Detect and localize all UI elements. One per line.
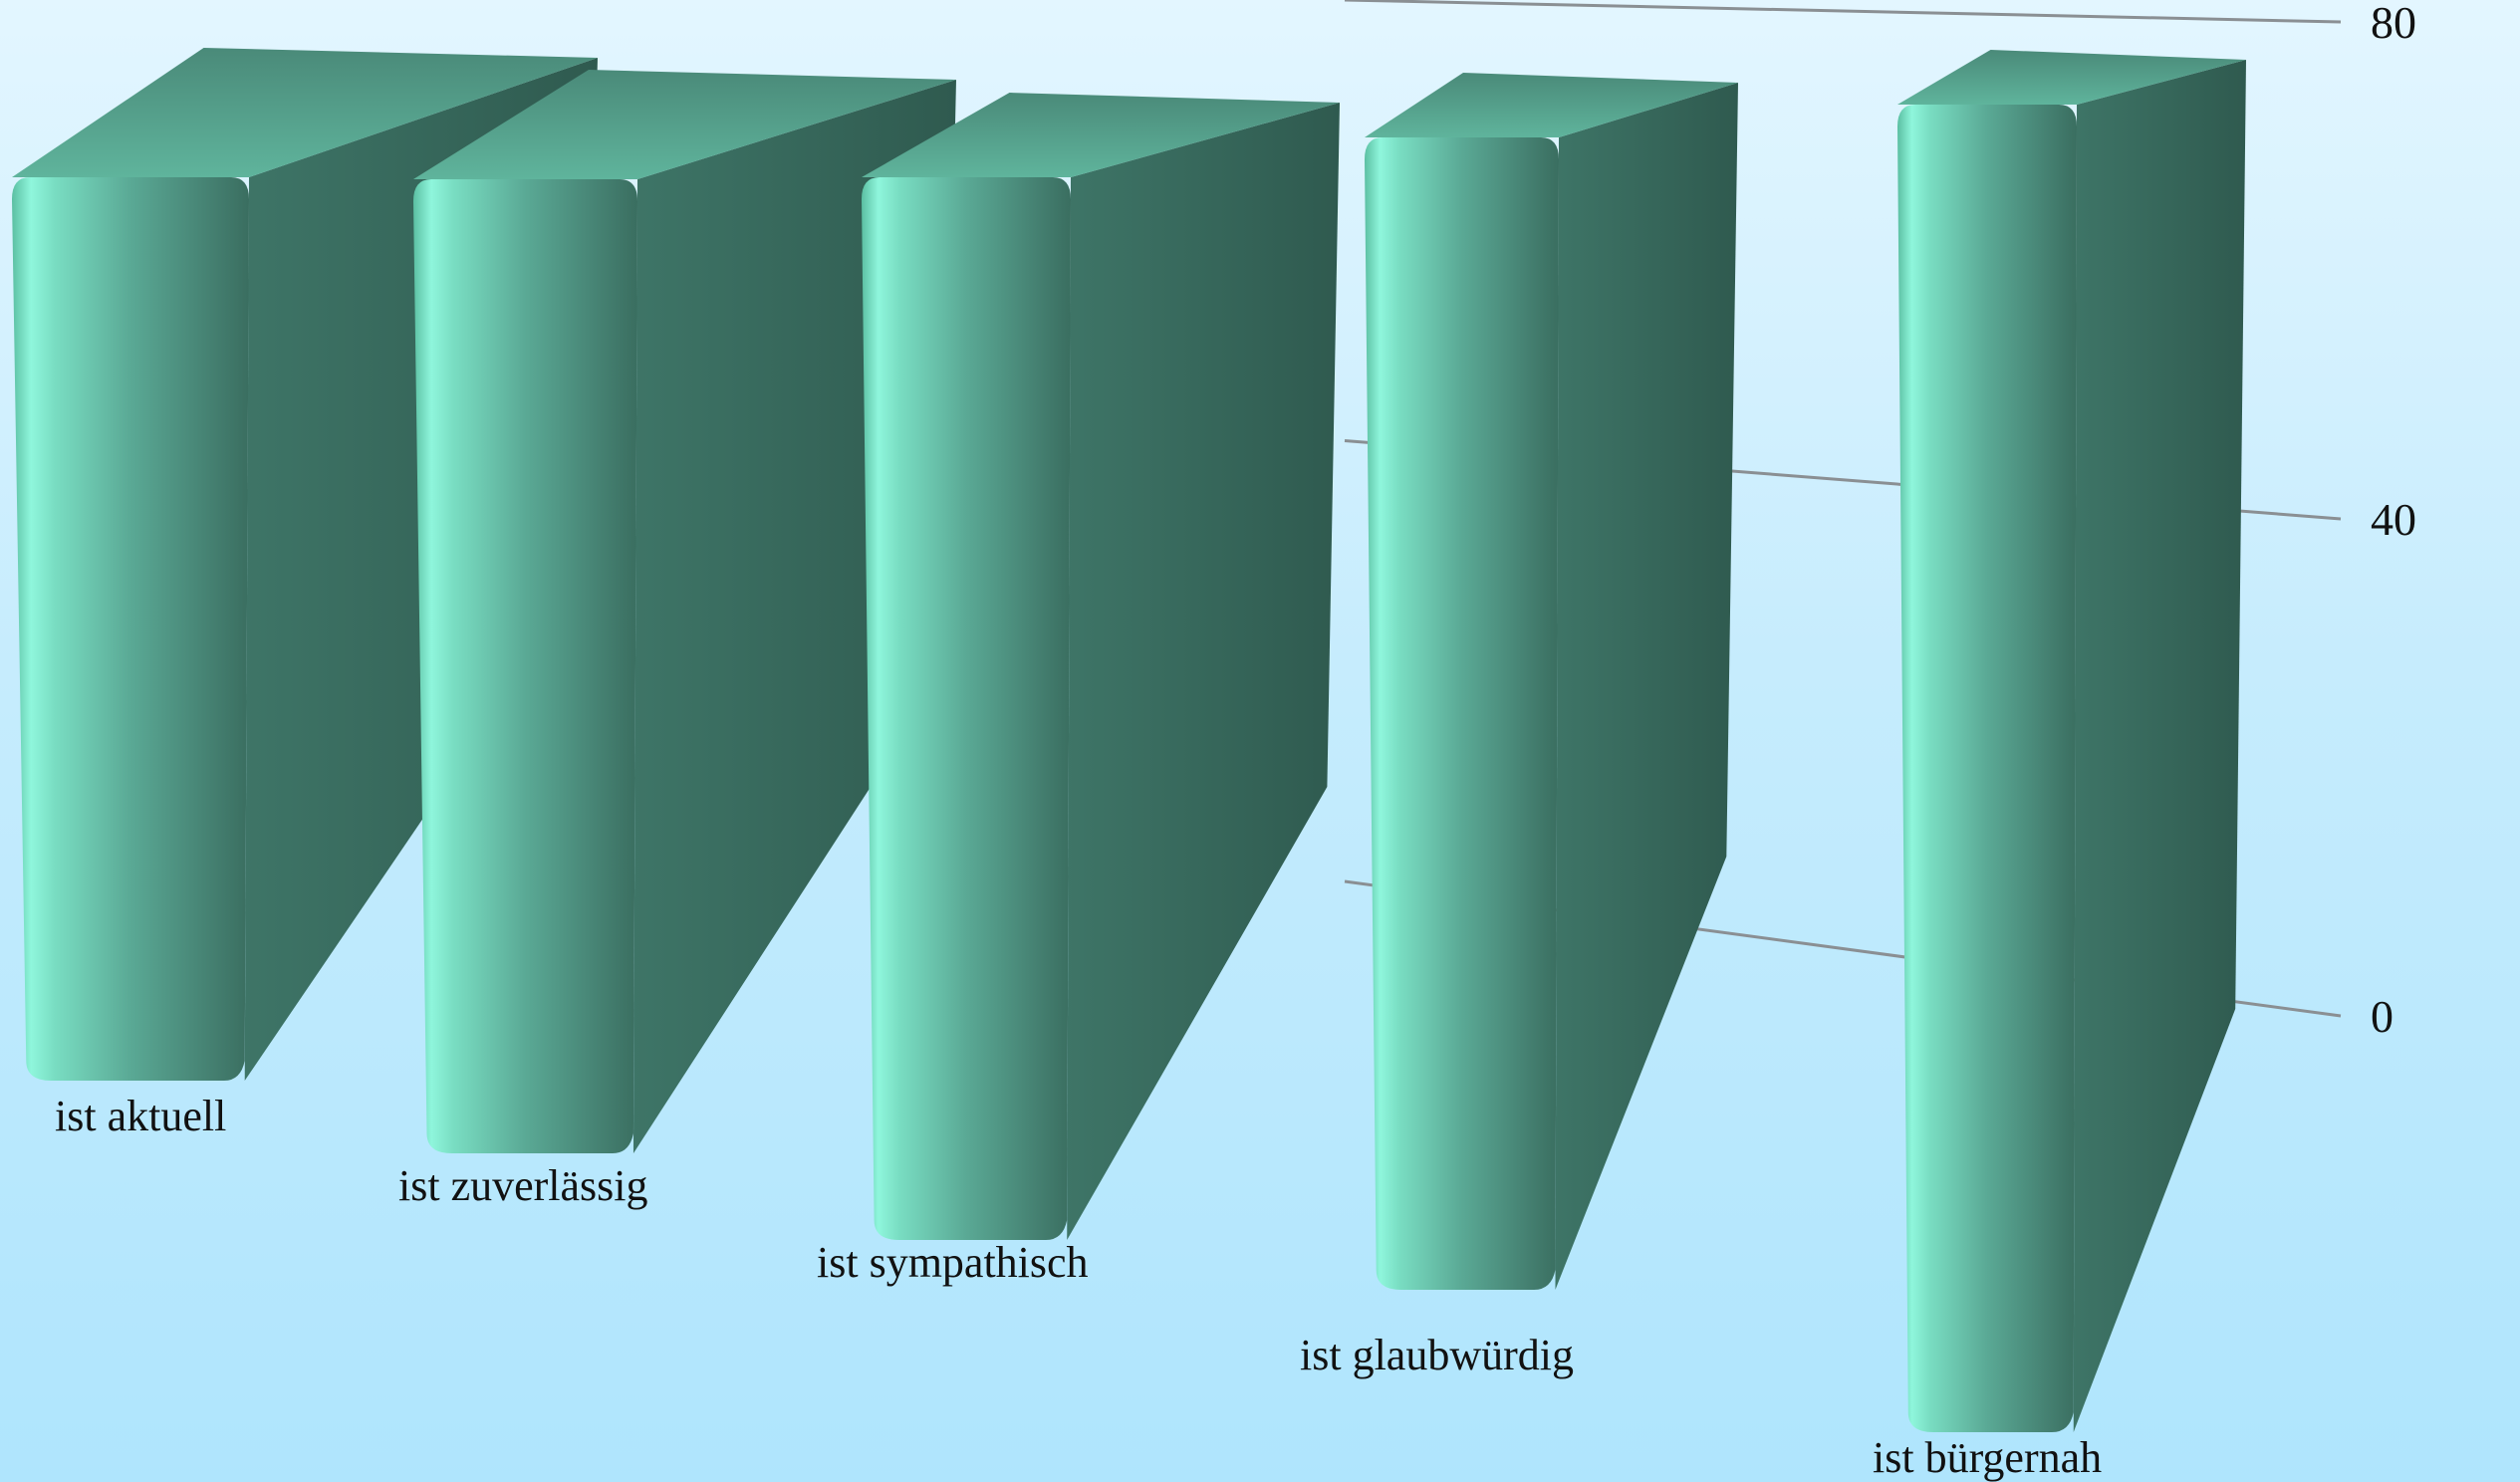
bar-top — [413, 70, 956, 179]
category-label: ist bürgernah — [1873, 1433, 2102, 1482]
category-label: ist aktuell — [55, 1092, 226, 1140]
bar-side — [1067, 103, 1340, 1240]
category-label: ist zuverlässig — [398, 1161, 648, 1210]
bar-front — [1365, 137, 1559, 1290]
category-label: ist sympathisch — [817, 1238, 1089, 1287]
y-tick-label: 0 — [2371, 991, 2394, 1042]
gridline-80 — [1344, 0, 2342, 24]
bar-top — [1897, 50, 2246, 105]
bar — [1897, 50, 2246, 1432]
y-tick-label: 80 — [2371, 0, 2416, 48]
bars — [12, 48, 2246, 1432]
bar-top — [862, 93, 1340, 177]
bar — [862, 93, 1340, 1240]
bar-top — [1365, 73, 1738, 137]
category-labels: ist aktuell ist zuverlässig ist sympathisc… — [55, 1092, 2102, 1482]
bar-front — [413, 179, 637, 1153]
bar-front — [862, 177, 1071, 1240]
bar-top — [12, 48, 598, 177]
bar-front — [12, 177, 249, 1081]
bar — [1365, 73, 1738, 1290]
bar-side — [2073, 60, 2246, 1432]
y-tick-label: 40 — [2371, 494, 2416, 545]
bar-front — [1897, 105, 2077, 1432]
y-axis-tick-labels: 0 40 80 — [2371, 0, 2416, 1042]
bar-side — [1555, 83, 1738, 1290]
category-label: ist glaubwürdig — [1300, 1331, 1574, 1379]
